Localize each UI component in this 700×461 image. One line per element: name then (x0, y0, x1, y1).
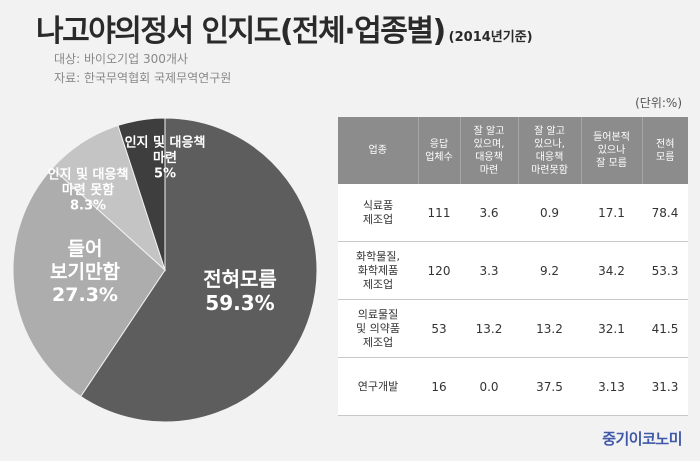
pie-label-0-line-0: 전혀모름 (203, 267, 277, 291)
table-header-row: 업종 응답 업체수 잘 알고 있으며, 대응책 마련 잘 알고 있으나, 대응책 마련못함 들어본적 있… (338, 117, 688, 184)
pie-label-0-line-1: 59.3% (205, 291, 274, 315)
pie-label-0: 전혀모름 59.3% (203, 267, 277, 315)
table-row: 식료품 제조업 111 3.6 0.9 17.1 78.4 (338, 184, 688, 242)
data-source: 자료: 한국무역협회 국제무역연구원 (54, 71, 232, 85)
table-cell-value: 0.0 (460, 357, 518, 416)
table-cell-value: 53.3 (642, 241, 688, 300)
unit-label: (단위:%) (635, 96, 682, 110)
table-cell-value: 3.3 (460, 241, 518, 300)
table-header-cell: 전혀 모름 (641, 117, 688, 184)
table-body: 식료품 제조업 111 3.6 0.9 17.1 78.4 화학물질, 화학제품 제조업 120 3.… (338, 184, 688, 416)
table-cell-value: 0.9 (518, 184, 581, 242)
table-cell-value: 3.13 (581, 357, 642, 416)
table-cell-value: 78.4 (642, 184, 688, 242)
pie-label-1-line-1: 보기만함 (50, 261, 120, 283)
pie-label-3-line-2: 5% (154, 167, 176, 182)
table-header-cell: 잘 알고 있으나, 대응책 마련못함 (517, 117, 581, 184)
pie-label-3: 인지 및 대응책 마련 5% (125, 134, 206, 181)
table-cell-value: 31.3 (642, 357, 688, 416)
pie-slice-0 (79, 117, 318, 423)
pie-label-1: 들어 보기만함 27.3% (50, 238, 120, 306)
table-cell-industry: 연구개발 (338, 357, 418, 416)
table-cell-value: 111 (418, 184, 460, 242)
table-cell-value: 32.1 (581, 299, 642, 358)
table-cell-value: 41.5 (642, 299, 688, 358)
pie-slice-1 (12, 167, 166, 398)
table-header-cell: 응답 업체수 (417, 117, 460, 184)
table-cell-value: 13.2 (460, 299, 518, 358)
table-cell-industry: 화학물질, 화학제품 제조업 (338, 241, 418, 300)
table-row: 의료물질 및 의약품 제조업 53 13.2 13.2 32.1 41.5 (338, 299, 688, 358)
pie-label-2-line-0: 인지 및 대응책 (48, 166, 129, 182)
table-cell-industry: 의료물질 및 의약품 제조업 (338, 299, 418, 358)
table-cell-value: 13.2 (518, 299, 581, 358)
pie-label-2-line-1: 마련 못함 (62, 182, 114, 198)
pie-label-3-line-1: 마련 (153, 150, 177, 166)
table-cell-value: 16 (418, 357, 460, 416)
pie-label-1-line-0: 들어 (68, 238, 103, 260)
pie-label-2: 인지 및 대응책 마련 못함 8.3% (48, 166, 129, 213)
brand-logo: 중기이코노미 (602, 430, 682, 448)
table-cell-value: 34.2 (581, 241, 642, 300)
industry-table: 업종 응답 업체수 잘 알고 있으며, 대응책 마련 잘 알고 있으나, 대응책 마련못함 들어본적 있… (338, 117, 688, 416)
chart-title: 나고야의정서 인지도(전체·업종별) (36, 14, 446, 49)
table-cell-value: 53 (418, 299, 460, 358)
survey-target: 대상: 바이오기업 300개사 (54, 52, 188, 66)
table-header-cell: 들어본적 있으나 잘 모름 (580, 117, 642, 184)
table-cell-value: 17.1 (581, 184, 642, 242)
table-cell-value: 37.5 (518, 357, 581, 416)
pie-label-2-line-2: 8.3% (70, 199, 106, 214)
pie-label-3-line-0: 인지 및 대응책 (125, 134, 206, 150)
table-row: 연구개발 16 0.0 37.5 3.13 31.3 (338, 357, 688, 416)
table-cell-industry: 식료품 제조업 (338, 184, 418, 242)
table-header-cell: 업종 (338, 117, 418, 184)
chart-subtitle-year: (2014년기준) (448, 30, 533, 45)
pie-slice-3 (117, 117, 166, 271)
table-cell-value: 120 (418, 241, 460, 300)
table-cell-value: 9.2 (518, 241, 581, 300)
pie-label-1-line-2: 27.3% (52, 284, 118, 306)
title-row: 나고야의정서 인지도(전체·업종별) (2014년기준) (36, 6, 533, 50)
table-row: 화학물질, 화학제품 제조업 120 3.3 9.2 34.2 53.3 (338, 241, 688, 300)
table-header-cell: 잘 알고 있으며, 대응책 마련 (459, 117, 518, 184)
table-cell-value: 3.6 (460, 184, 518, 242)
